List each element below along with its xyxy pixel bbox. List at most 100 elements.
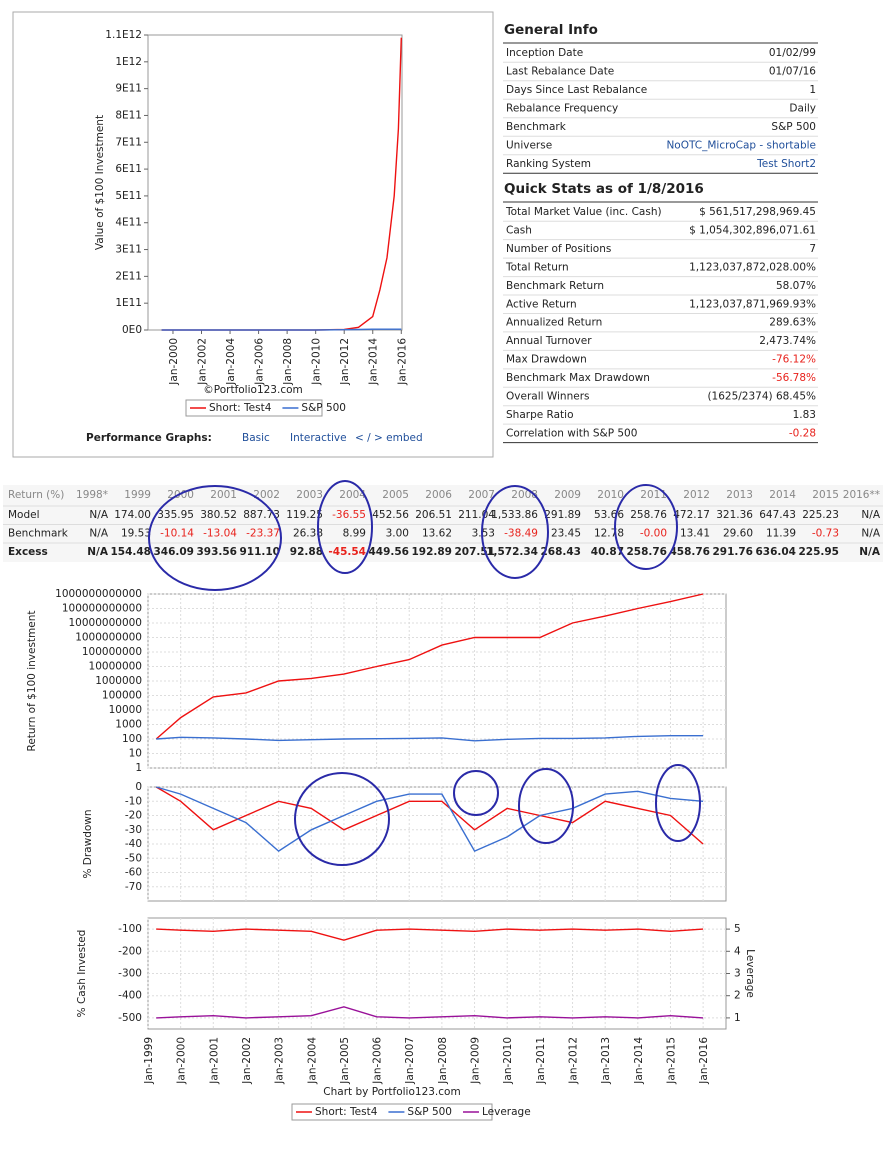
col-header: 2014: [769, 489, 796, 501]
col-header: 2003: [296, 489, 323, 501]
y-tick-label: -50: [125, 852, 142, 864]
row-label: Correlation with S&P 500: [506, 427, 637, 439]
row-label: Benchmark Max Drawdown: [506, 372, 650, 384]
row-value: 58.07%: [776, 280, 816, 292]
row-label: Rebalance Frequency: [506, 103, 618, 115]
cell: 26.38: [293, 528, 323, 540]
y-tick-label: 10000000000: [69, 617, 143, 629]
cell: 53.66: [594, 509, 624, 521]
row-label: Ranking System: [506, 158, 591, 170]
x-tick-label: Jan-2008: [282, 338, 294, 386]
row-label: Cash: [506, 224, 532, 236]
y2-tick-label: 5: [734, 923, 741, 935]
x-tick-label: Jan-2012: [339, 338, 351, 386]
annotation-circle: [518, 768, 574, 844]
cell: 1,533.86: [491, 509, 538, 521]
y-tick-label: 1000000: [95, 675, 142, 687]
cell: 13.41: [680, 528, 710, 540]
cell: 458.76: [669, 546, 710, 558]
y-tick-label: -30: [125, 824, 142, 836]
cell: N/A: [87, 546, 109, 558]
cell: Excess: [8, 546, 48, 558]
row-value[interactable]: Test Short2: [756, 158, 816, 170]
x-tick-label: Jan-2010: [311, 338, 323, 386]
cell: 268.43: [540, 546, 581, 558]
y-tick-label: 10000: [109, 704, 142, 716]
row-value: 7: [809, 243, 816, 255]
row-label: Days Since Last Rebalance: [506, 84, 647, 96]
x-tick-label: Jan-2012: [568, 1037, 580, 1085]
x-tick-label: Jan-1999: [143, 1037, 155, 1085]
row-label: Last Rebalance Date: [506, 66, 614, 78]
col-header: 1998*: [76, 489, 108, 501]
row-value: (1625/2374) 68.45%: [707, 391, 816, 403]
perf-link[interactable]: Basic: [242, 432, 270, 444]
y-tick-label: -10: [125, 795, 142, 807]
x-tick-label: Jan-2011: [535, 1037, 547, 1085]
cell: N/A: [859, 546, 881, 558]
y-tick-label: 7E11: [115, 136, 142, 148]
row-value: 1,123,037,872,028.00%: [689, 261, 816, 273]
row-label: Annualized Return: [506, 317, 602, 329]
y-axis-label: % Cash Invested: [76, 930, 88, 1018]
plot-area: [147, 34, 403, 331]
y-tick-label: -60: [125, 867, 142, 879]
credit: ©Portfolio123.com: [203, 384, 303, 396]
y-tick-label: 0: [135, 781, 142, 793]
series-line: [155, 786, 704, 845]
cell: 23.45: [551, 528, 581, 540]
cell: 472.17: [673, 509, 710, 521]
y-tick-label: -20: [125, 810, 142, 822]
cell: 291.76: [712, 546, 753, 558]
cell: 291.89: [544, 509, 581, 521]
cell: 8.99: [343, 528, 366, 540]
cell: 154.48: [110, 546, 151, 558]
y-tick-label: 5E11: [115, 190, 142, 202]
cell: -0.00: [640, 528, 667, 540]
row-label: Annual Turnover: [506, 335, 592, 347]
y-tick-label: 0E0: [122, 324, 142, 336]
y-tick-label: 1.1E12: [105, 29, 142, 41]
legend-entry: Short: Test4: [315, 1106, 378, 1118]
annotation-circle: [655, 764, 701, 842]
y2-tick-label: 1: [734, 1012, 741, 1024]
col-header: Return (%): [8, 489, 64, 501]
y-tick-label: 2E11: [115, 270, 142, 282]
series-line: [156, 786, 704, 852]
x-tick-label: Jan-2006: [372, 1037, 384, 1085]
section-title: Quick Stats as of 1/8/2016: [504, 181, 704, 197]
series-line: [156, 735, 704, 742]
y-tick-label: 1E12: [115, 56, 142, 68]
row-label: Universe: [506, 140, 552, 152]
cell: 380.52: [200, 509, 237, 521]
x-tick-label: Jan-2014: [368, 338, 380, 386]
y-tick-label: 9E11: [115, 83, 142, 95]
perf-link[interactable]: Interactive: [290, 432, 347, 444]
annotation-circle: [148, 485, 282, 591]
cell: -13.04: [203, 528, 237, 540]
x-tick-label: Jan-2008: [437, 1037, 449, 1085]
top-chart-frame: [12, 11, 494, 458]
cell: N/A: [861, 509, 880, 521]
annotation-circle: [481, 485, 549, 579]
cell: -0.73: [812, 528, 839, 540]
row-value: 289.63%: [769, 317, 816, 329]
cell: 911.10: [239, 546, 280, 558]
section-title: General Info: [504, 22, 598, 38]
cell: 119.25: [286, 509, 323, 521]
col-header: 1999: [124, 489, 151, 501]
cell: -38.49: [504, 528, 538, 540]
cell: 40.87: [591, 546, 624, 558]
row-value[interactable]: NoOTC_MicroCap - shortable: [666, 140, 816, 152]
perf-link[interactable]: < / > embed: [355, 432, 423, 444]
y-tick-label: 1000000000000: [55, 588, 142, 600]
col-header: 2006: [425, 489, 452, 501]
legend-entry: S&P 500: [301, 402, 346, 414]
cell: 19.53: [121, 528, 151, 540]
row-label: Total Return: [505, 261, 569, 273]
cell: 887.73: [243, 509, 280, 521]
col-header: 2012: [683, 489, 710, 501]
cell: 258.76: [630, 509, 667, 521]
row-label: Max Drawdown: [506, 354, 587, 366]
y-tick-label: -300: [118, 968, 142, 980]
